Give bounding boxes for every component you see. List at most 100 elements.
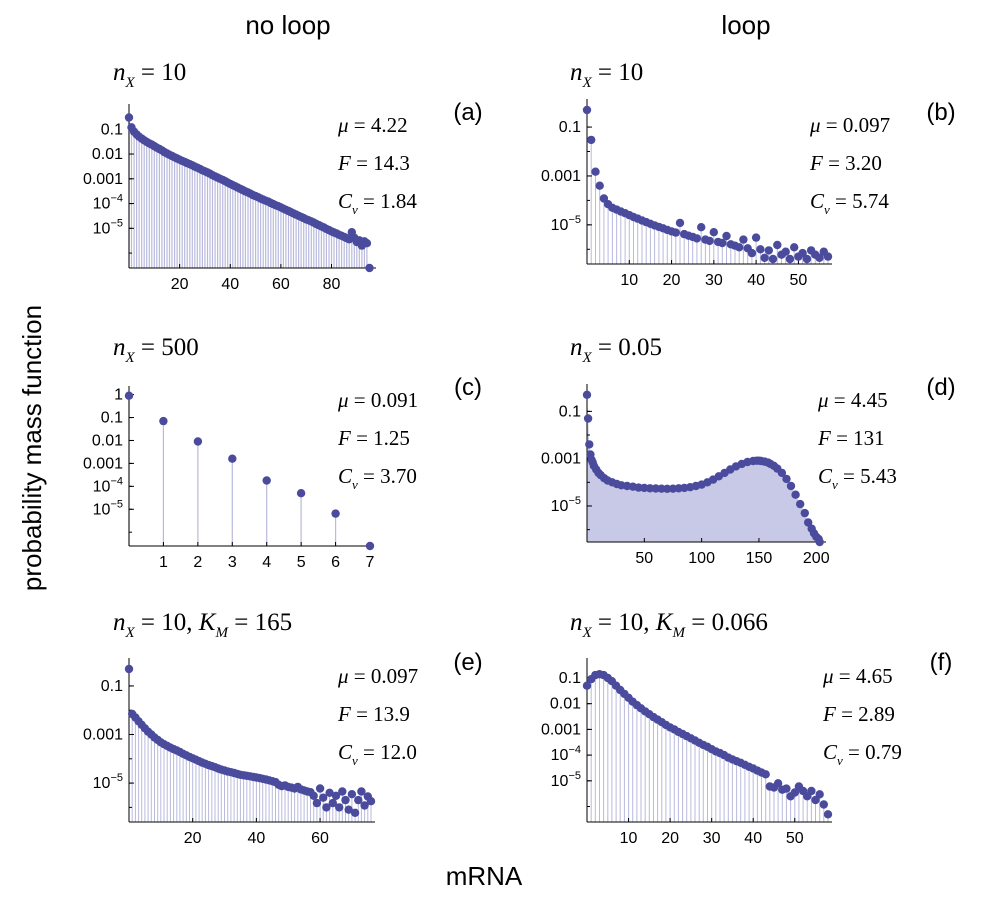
data-point xyxy=(791,490,800,499)
x-tick-label: 30 xyxy=(703,830,721,847)
tick-exponent: −4 xyxy=(568,744,581,756)
stat-cv: Cv = 0.79 xyxy=(823,740,902,768)
data-point xyxy=(365,541,375,551)
x-tick-label: 50 xyxy=(790,272,808,289)
subscript-v: v xyxy=(352,477,358,492)
x-axis-label: mRNA xyxy=(446,861,523,891)
stat-fano-value: = 3.20 xyxy=(823,151,882,175)
stat-cv: Cv = 3.70 xyxy=(338,464,417,492)
data-point xyxy=(159,416,168,426)
data-point xyxy=(782,784,791,793)
data-point xyxy=(786,481,796,491)
x-tick-label: 7 xyxy=(366,554,375,571)
y-tick-label: 0.001 xyxy=(83,455,123,472)
x-tick-label: 2 xyxy=(193,554,202,571)
header-n-value: = 500 xyxy=(135,334,199,361)
y-tick-label: 10−5 xyxy=(93,217,123,237)
data-point xyxy=(823,810,833,819)
data-point xyxy=(582,390,592,399)
tick-base: 10 xyxy=(551,747,569,764)
data-point xyxy=(595,181,604,190)
data-point xyxy=(823,252,833,261)
panel-label: (b) xyxy=(926,99,955,126)
y-tick-label: 10−5 xyxy=(551,214,581,234)
data-point xyxy=(328,798,337,808)
subscript-v: v xyxy=(352,753,358,768)
data-point xyxy=(781,247,790,256)
data-point xyxy=(585,440,594,449)
stat-cv: Cv = 5.74 xyxy=(810,189,889,217)
x-tick-label: 40 xyxy=(221,276,239,293)
x-tick-label: 30 xyxy=(705,272,723,289)
subscript-m: M xyxy=(214,625,229,641)
panel-header: nX = 10, KM = 165 xyxy=(113,609,292,641)
data-point xyxy=(124,113,134,122)
y-tick-label: 0.01 xyxy=(550,696,581,713)
stat-mu-value: = 4.22 xyxy=(349,113,408,137)
data-point xyxy=(671,228,680,237)
x-tick-label: 5 xyxy=(297,554,306,571)
symbol-c: C xyxy=(810,189,825,213)
symbol-f: F xyxy=(337,426,351,450)
stat-cv-value: = 1.84 xyxy=(358,189,418,213)
data-point xyxy=(347,790,357,799)
data-point xyxy=(735,243,744,252)
tick-exponent: −5 xyxy=(568,770,581,782)
data-point xyxy=(312,798,322,808)
y-tick-label: 0.1 xyxy=(101,678,123,695)
panel-d: 50 100 150 200 0.1 0.001 10−5 (d) nX = 0.05 μ = 4… xyxy=(541,334,956,567)
subscript-x: X xyxy=(125,350,136,366)
subscript-v: v xyxy=(824,202,830,217)
header-n-value: = 10 xyxy=(135,59,187,86)
y-tick-label: 0.1 xyxy=(559,670,581,687)
stat-fano: F = 13.9 xyxy=(337,702,410,726)
data-point xyxy=(591,167,600,176)
data-point xyxy=(756,245,765,254)
column-title-loop: loop xyxy=(721,10,770,40)
stat-cv-value: = 0.79 xyxy=(843,740,902,764)
header-k-value: = 165 xyxy=(228,609,292,636)
tick-exponent: −5 xyxy=(568,214,581,226)
symbol-mu: μ xyxy=(822,664,834,688)
stat-fano: F = 2.89 xyxy=(822,702,895,726)
data-point xyxy=(760,253,769,262)
x-tick-label: 20 xyxy=(661,830,679,847)
y-tick-label: 10−4 xyxy=(93,475,123,495)
data-point xyxy=(319,793,328,802)
data-point xyxy=(764,246,773,255)
x-tick-label: 40 xyxy=(744,830,762,847)
subscript-x: X xyxy=(582,625,593,641)
panel-label: (f) xyxy=(930,649,953,676)
stat-fano-value: = 13.9 xyxy=(351,702,410,726)
y-tick-label: 10−5 xyxy=(551,770,581,790)
tick-exponent: −5 xyxy=(110,772,123,784)
stat-cv: Cv = 1.84 xyxy=(338,189,417,217)
header-k-value: = 0.066 xyxy=(685,609,768,636)
stat-mu: μ = 4.22 xyxy=(337,113,408,137)
tick-base: 10 xyxy=(551,498,569,515)
data-point xyxy=(335,803,344,812)
stat-cv-value: = 3.70 xyxy=(358,464,417,488)
symbol-f: F xyxy=(337,702,351,726)
data-point xyxy=(322,803,331,812)
symbol-f: F xyxy=(822,702,836,726)
data-point xyxy=(815,537,824,547)
data-point xyxy=(354,795,363,805)
stat-fano: F = 131 xyxy=(817,426,885,450)
y-tick-label: 0.1 xyxy=(559,403,581,420)
data-point xyxy=(350,808,360,817)
data-point xyxy=(777,468,787,478)
data-point xyxy=(798,248,807,258)
panel-header: nX = 500 xyxy=(113,334,199,366)
stat-mu: μ = 4.65 xyxy=(822,664,893,688)
x-tick-label: 10 xyxy=(620,272,638,289)
subscript-v: v xyxy=(352,202,358,217)
data-point xyxy=(773,240,782,250)
panel-label: (c) xyxy=(454,374,482,401)
x-tick-label: 20 xyxy=(184,830,202,847)
x-tick-label: 6 xyxy=(331,554,340,571)
symbol-f: F xyxy=(337,151,351,175)
